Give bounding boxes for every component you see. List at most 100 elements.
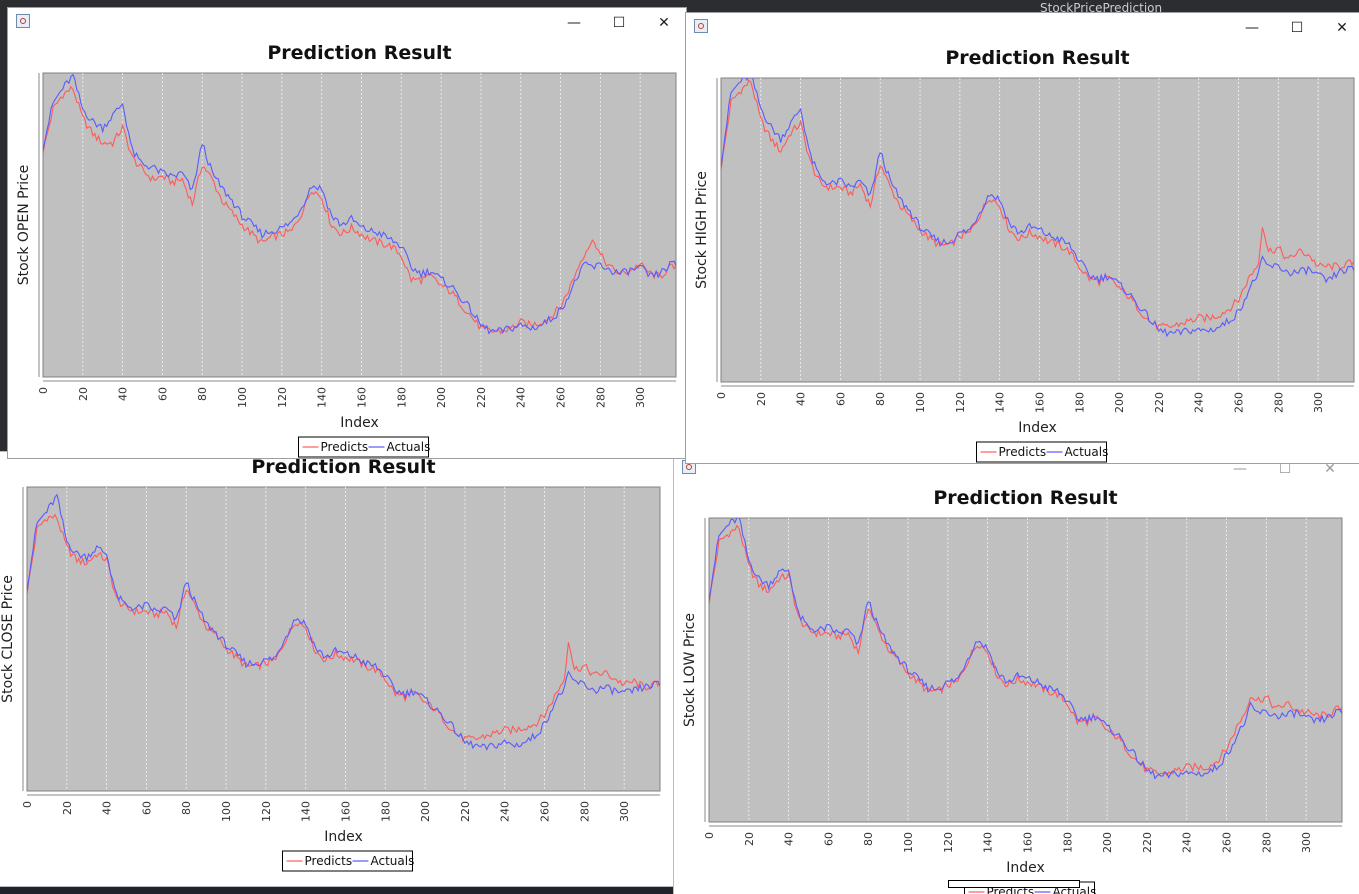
legend-item-predicts: Predicts [305, 854, 353, 868]
chart-close: Prediction Result 0 20 40 60 80 100 120 140 160 18… [0, 456, 661, 872]
close-button[interactable]: ✕ [658, 15, 670, 31]
chart-window-close[interactable]: Prediction Result 0 20 40 60 80 100 120 140 160 18… [0, 452, 674, 886]
minimize-button[interactable]: — [567, 15, 581, 31]
minimize-button[interactable]: — [1233, 461, 1247, 477]
chart-window-low[interactable]: — ☐ ✕ Prediction Result 0 20 40 60 80 100 120 14… [674, 454, 1359, 894]
x-tick-label: 260 [1221, 832, 1234, 853]
x-tick-label: 140 [994, 392, 1007, 413]
series-line-actuals [27, 493, 660, 751]
x-axis-label: Index [340, 415, 379, 431]
grid-lines [66, 487, 625, 791]
x-tick-label: 300 [1300, 832, 1313, 853]
plot-area [720, 77, 1355, 383]
x-tick-label: 100 [236, 387, 249, 408]
close-button[interactable]: ✕ [1324, 461, 1336, 477]
x-tick-label: 120 [954, 392, 967, 413]
y-axis-label: Stock CLOSE Price [0, 575, 16, 703]
x-tick-label: 200 [1113, 392, 1126, 413]
legend-item-predicts: Predicts [321, 440, 369, 454]
x-tick-label: 180 [1061, 832, 1074, 853]
series-line-predicts [721, 79, 1354, 331]
x-tick-label: 120 [276, 387, 289, 408]
x-axis-label: Index [1006, 860, 1045, 876]
chart-title: Prediction Result [267, 42, 451, 64]
x-tick-label: 0 [37, 387, 50, 394]
x-tick-label: 60 [834, 392, 847, 406]
x-tick-label: 200 [1101, 832, 1114, 853]
legend-item-actuals: Actuals [371, 854, 415, 868]
x-tick-label: 0 [715, 392, 728, 399]
x-tick-label: 40 [795, 392, 808, 406]
legend: Predicts Actuals [282, 850, 415, 872]
y-axis-label: Stock LOW Price [682, 613, 698, 727]
x-tick-label: 100 [914, 392, 927, 413]
x-tick-label: 220 [459, 801, 472, 822]
grid-lines [82, 73, 641, 377]
x-axis-label: Index [1018, 420, 1057, 436]
x-tick-label: 0 [21, 801, 34, 808]
x-tick-label: 60 [156, 387, 169, 401]
x-tick-label: 200 [419, 801, 432, 822]
y-axis-label: Stock OPEN Price [16, 165, 32, 286]
x-tick-label: 200 [435, 387, 448, 408]
close-button[interactable]: ✕ [1336, 20, 1348, 36]
x-tick-label: 240 [1181, 832, 1194, 853]
x-tick-label: 20 [743, 832, 756, 846]
ide-left-toolbar [0, 0, 10, 886]
x-tick-label: 40 [101, 801, 114, 815]
chart-low: Prediction Result 0 20 40 60 80 100 120 140 160 18… [682, 487, 1343, 894]
series-line-actuals [721, 78, 1354, 338]
x-tick-label: 80 [874, 392, 887, 406]
chart-open: Prediction Result 0 20 40 60 80 100 120 140 160 18… [16, 42, 677, 458]
series-line-actuals [43, 73, 676, 335]
chart-window-open[interactable]: — ☐ ✕ Prediction Result 0 20 40 60 80 100 120 14… [8, 8, 686, 458]
x-tick-label: 140 [316, 387, 329, 408]
x-axis-label: Index [324, 829, 363, 845]
x-tick-label: 140 [982, 832, 995, 853]
maximize-button[interactable]: ☐ [1278, 461, 1292, 477]
x-tick-label: 80 [196, 387, 209, 401]
x-tick-label: 160 [339, 801, 352, 822]
ide-project-label[interactable]: StockPricePrediction [1040, 1, 1163, 15]
x-tick-label: 80 [180, 801, 193, 815]
x-tick-label: 300 [618, 801, 631, 822]
x-tick-label: 120 [942, 832, 955, 853]
x-tick-label: 60 [140, 801, 153, 815]
x-tick-label: 240 [1193, 392, 1206, 413]
plot-area [26, 486, 661, 792]
x-tick-label: 20 [755, 392, 768, 406]
chart-high: Prediction Result 0 20 40 60 80 100 120 140 160 18… [694, 47, 1355, 463]
chart-title: Prediction Result [251, 456, 435, 478]
x-tick-label: 240 [499, 801, 512, 822]
java-app-icon [16, 14, 30, 28]
x-tick-label: 160 [1021, 832, 1034, 853]
x-tick-label: 100 [902, 832, 915, 853]
x-tick-label: 40 [783, 832, 796, 846]
x-tick-label: 60 [822, 832, 835, 846]
plot-area [708, 517, 1343, 823]
series-line-actuals [709, 518, 1342, 780]
chart-window-high[interactable]: — ☐ ✕ Prediction Result 0 20 40 60 80 100 120 14… [686, 13, 1359, 463]
x-tick-label: 280 [594, 387, 607, 408]
x-tick-label: 180 [395, 387, 408, 408]
legend-item-predicts: Predicts [999, 445, 1047, 459]
minimize-button[interactable]: — [1245, 20, 1259, 36]
x-tick-label: 180 [379, 801, 392, 822]
x-tick-label: 220 [1153, 392, 1166, 413]
x-tick-label: 260 [1233, 392, 1246, 413]
x-tick-label: 260 [555, 387, 568, 408]
x-tick-label: 40 [117, 387, 130, 401]
maximize-button[interactable]: ☐ [1290, 20, 1304, 36]
x-tick-label: 120 [260, 801, 273, 822]
legend-item-actuals: Actuals [1065, 445, 1109, 459]
legend-partial [948, 880, 1080, 888]
x-tick-label: 240 [515, 387, 528, 408]
x-tick-label: 260 [539, 801, 552, 822]
x-tick-label: 160 [1033, 392, 1046, 413]
maximize-button[interactable]: ☐ [612, 15, 626, 31]
y-axis-label: Stock HIGH Price [694, 171, 710, 289]
x-tick-label: 180 [1073, 392, 1086, 413]
x-tick-label: 0 [703, 832, 716, 839]
x-tick-label: 280 [578, 801, 591, 822]
x-tick-label: 20 [77, 387, 90, 401]
